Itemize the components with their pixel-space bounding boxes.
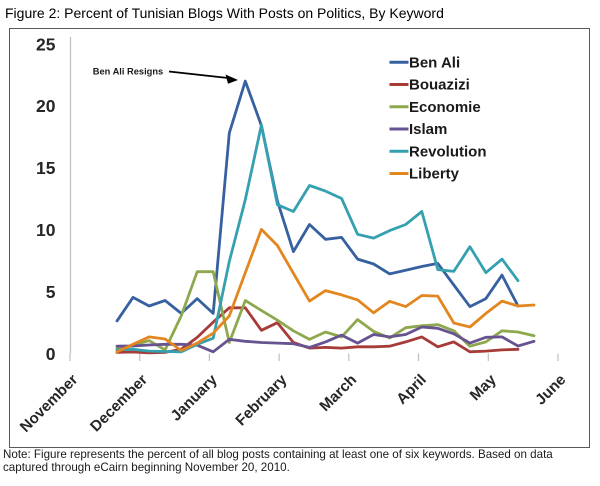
svg-text:Bouazizi: Bouazizi [409,77,470,94]
svg-text:March: March [316,371,360,415]
svg-text:20: 20 [36,96,56,116]
svg-text:Ben Ali Resigns: Ben Ali Resigns [93,67,163,77]
svg-text:25: 25 [36,34,56,54]
svg-text:10: 10 [36,220,56,240]
svg-text:December: December [87,371,151,435]
svg-text:5: 5 [46,282,56,302]
svg-text:Revolution: Revolution [409,143,487,160]
svg-text:Liberty: Liberty [409,166,460,183]
svg-text:Islam: Islam [409,121,447,138]
svg-text:15: 15 [36,158,56,178]
svg-text:November: November [17,371,82,436]
svg-text:0: 0 [46,344,56,364]
svg-text:February: February [232,371,290,429]
svg-text:May: May [467,371,500,404]
svg-text:Economie: Economie [409,99,481,116]
svg-text:April: April [393,371,429,407]
svg-text:Ben Ali: Ben Ali [409,54,460,71]
svg-text:June: June [532,371,569,408]
svg-text:January: January [168,371,222,425]
